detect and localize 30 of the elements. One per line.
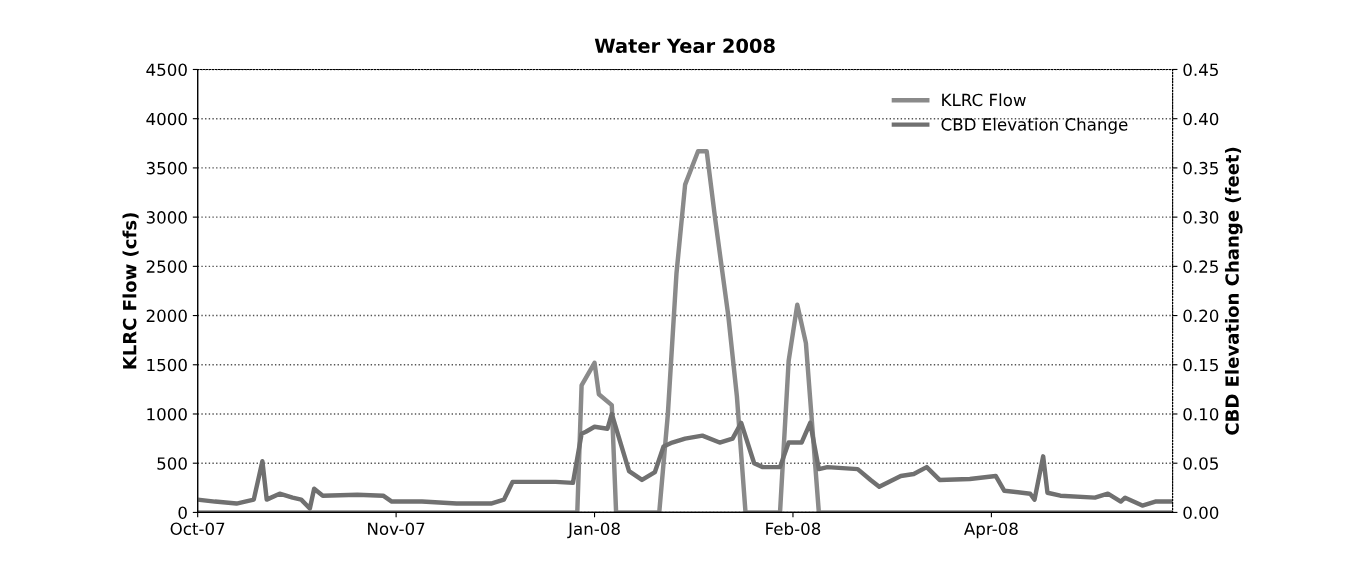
x-tick-label: Nov-07 bbox=[368, 522, 425, 536]
legend-label: CBD Elevation Change bbox=[941, 117, 1128, 134]
y2-tick-label: 0.25 bbox=[1183, 260, 1218, 273]
y-tick-label: 1000 bbox=[147, 407, 187, 421]
y-tick-label: 3000 bbox=[146, 211, 187, 224]
x-tick-label: Oct-07 bbox=[170, 522, 225, 536]
y2-tick-label: 0.15 bbox=[1183, 358, 1218, 372]
x-tick-label: Apr-08 bbox=[964, 522, 1018, 539]
y-tick-label: 1500 bbox=[147, 358, 187, 372]
y-tick-label: 500 bbox=[157, 457, 187, 470]
y-axis-title: KLRC Flow (cfs) bbox=[122, 213, 139, 369]
y2-tick-label: 0.20 bbox=[1183, 309, 1219, 323]
y-tick-label: 0 bbox=[178, 506, 187, 519]
legend-label: KLRC Flow bbox=[942, 93, 1026, 107]
y2-axis-title: CBD Elevation Change (feet) bbox=[1224, 147, 1243, 435]
chart-title: Water Year 2008 bbox=[594, 38, 775, 54]
y-tick-label: 3500 bbox=[146, 161, 187, 175]
x-tick-label: Feb-08 bbox=[766, 522, 821, 536]
y-tick-label: 2000 bbox=[146, 309, 187, 323]
y2-tick-label: 0.10 bbox=[1183, 407, 1219, 421]
y-tick-label: 2500 bbox=[146, 260, 187, 273]
x-tick-label: Jan-08 bbox=[567, 522, 620, 539]
y-tick-label: 4000 bbox=[146, 112, 187, 126]
y2-tick-label: 0.00 bbox=[1183, 506, 1219, 519]
y2-tick-label: 0.05 bbox=[1183, 457, 1218, 470]
y2-tick-label: 0.35 bbox=[1183, 161, 1218, 175]
y2-tick-label: 0.30 bbox=[1183, 211, 1219, 224]
y-tick-label: 4500 bbox=[146, 63, 187, 77]
y2-tick-label: 0.45 bbox=[1183, 63, 1218, 77]
y2-tick-label: 0.40 bbox=[1183, 112, 1219, 126]
